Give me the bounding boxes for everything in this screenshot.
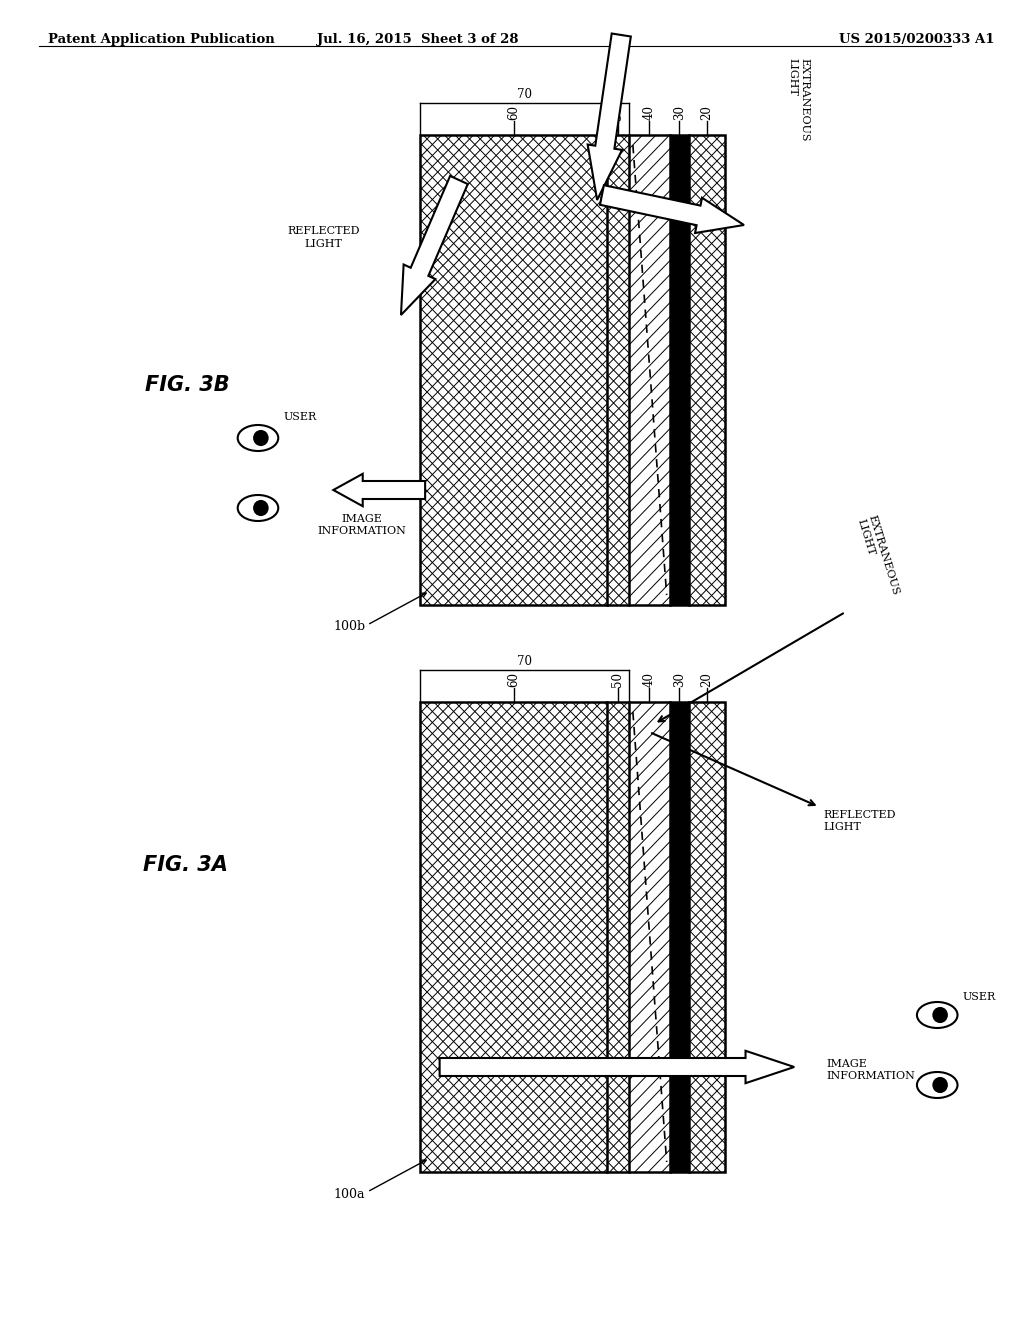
Text: 60: 60 bbox=[507, 672, 520, 686]
Text: IMAGE
INFORMATION: IMAGE INFORMATION bbox=[826, 1059, 915, 1081]
Text: REFLECTED
LIGHT: REFLECTED LIGHT bbox=[288, 226, 359, 248]
Polygon shape bbox=[334, 474, 425, 506]
Text: 70: 70 bbox=[517, 655, 532, 668]
Text: FIG. 3A: FIG. 3A bbox=[143, 855, 228, 875]
Ellipse shape bbox=[916, 1002, 957, 1028]
Circle shape bbox=[932, 1007, 948, 1023]
Text: 100a: 100a bbox=[334, 1188, 366, 1200]
Bar bbox=[420, 702, 607, 1172]
Bar bbox=[420, 702, 725, 1172]
Bar bbox=[689, 135, 725, 605]
Text: 50: 50 bbox=[611, 106, 625, 120]
Text: 60: 60 bbox=[507, 106, 520, 120]
Bar bbox=[420, 702, 607, 1172]
Polygon shape bbox=[600, 185, 744, 234]
Ellipse shape bbox=[916, 1072, 957, 1098]
Text: 20: 20 bbox=[700, 106, 714, 120]
Bar bbox=[689, 702, 725, 1172]
Bar bbox=[629, 135, 670, 605]
Text: 70: 70 bbox=[517, 88, 532, 102]
Bar bbox=[629, 702, 670, 1172]
Text: Patent Application Publication: Patent Application Publication bbox=[48, 33, 275, 46]
Bar bbox=[607, 702, 629, 1172]
Bar bbox=[629, 135, 670, 605]
Text: 20: 20 bbox=[700, 672, 714, 686]
Bar bbox=[629, 702, 670, 1172]
Bar bbox=[689, 135, 725, 605]
Bar bbox=[689, 702, 725, 1172]
Text: 40: 40 bbox=[643, 672, 655, 686]
Ellipse shape bbox=[238, 425, 279, 451]
Polygon shape bbox=[588, 33, 631, 201]
Bar bbox=[420, 135, 725, 605]
Text: USER: USER bbox=[283, 412, 316, 422]
Text: US 2015/0200333 A1: US 2015/0200333 A1 bbox=[839, 33, 994, 46]
Text: Jul. 16, 2015  Sheet 3 of 28: Jul. 16, 2015 Sheet 3 of 28 bbox=[316, 33, 518, 46]
Text: REFLECTED
LIGHT: REFLECTED LIGHT bbox=[823, 810, 896, 833]
Bar bbox=[607, 135, 629, 605]
Text: FIG. 3B: FIG. 3B bbox=[145, 375, 229, 395]
Text: 40: 40 bbox=[643, 106, 655, 120]
Text: 100b: 100b bbox=[333, 620, 366, 634]
Text: 30: 30 bbox=[673, 672, 686, 686]
Bar bbox=[607, 135, 629, 605]
Bar bbox=[670, 135, 689, 605]
Text: IMAGE
INFORMATION: IMAGE INFORMATION bbox=[317, 513, 407, 536]
Bar bbox=[420, 135, 607, 605]
Bar bbox=[420, 135, 607, 605]
Text: EXTRANEOUS
LIGHT: EXTRANEOUS LIGHT bbox=[855, 513, 901, 601]
Circle shape bbox=[253, 430, 268, 446]
Circle shape bbox=[253, 500, 268, 516]
Text: 50: 50 bbox=[611, 672, 625, 686]
Circle shape bbox=[932, 1077, 948, 1093]
Polygon shape bbox=[401, 176, 468, 315]
Bar bbox=[607, 702, 629, 1172]
Polygon shape bbox=[439, 1051, 795, 1084]
Ellipse shape bbox=[238, 495, 279, 521]
Text: 30: 30 bbox=[673, 106, 686, 120]
Text: USER: USER bbox=[963, 993, 995, 1002]
Bar bbox=[670, 702, 689, 1172]
Text: EXTRANEOUS
LIGHT: EXTRANEOUS LIGHT bbox=[787, 58, 810, 141]
